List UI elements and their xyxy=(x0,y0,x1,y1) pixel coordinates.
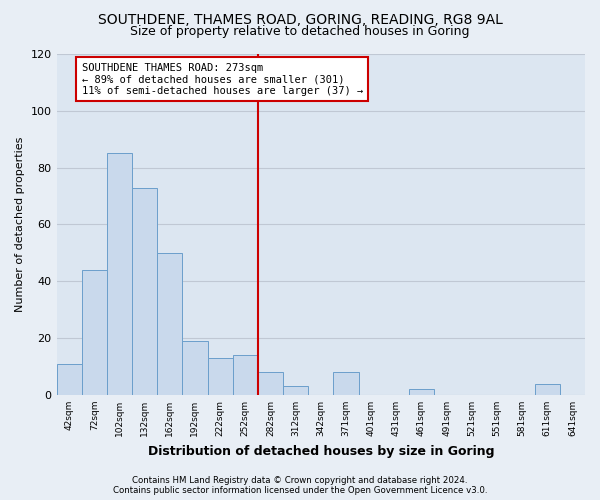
Bar xyxy=(82,270,107,395)
Bar xyxy=(208,358,233,395)
X-axis label: Distribution of detached houses by size in Goring: Distribution of detached houses by size … xyxy=(148,444,494,458)
Bar xyxy=(283,386,308,395)
Bar xyxy=(132,188,157,395)
Bar xyxy=(409,389,434,395)
Bar xyxy=(233,355,258,395)
Bar xyxy=(182,341,208,395)
Bar xyxy=(107,154,132,395)
Bar xyxy=(535,384,560,395)
Text: SOUTHDENE THAMES ROAD: 273sqm
← 89% of detached houses are smaller (301)
11% of : SOUTHDENE THAMES ROAD: 273sqm ← 89% of d… xyxy=(82,62,363,96)
Text: Contains public sector information licensed under the Open Government Licence v3: Contains public sector information licen… xyxy=(113,486,487,495)
Bar xyxy=(56,364,82,395)
Text: SOUTHDENE, THAMES ROAD, GORING, READING, RG8 9AL: SOUTHDENE, THAMES ROAD, GORING, READING,… xyxy=(98,12,502,26)
Text: Size of property relative to detached houses in Goring: Size of property relative to detached ho… xyxy=(130,25,470,38)
Text: Contains HM Land Registry data © Crown copyright and database right 2024.: Contains HM Land Registry data © Crown c… xyxy=(132,476,468,485)
Y-axis label: Number of detached properties: Number of detached properties xyxy=(15,137,25,312)
Bar xyxy=(258,372,283,395)
Bar xyxy=(334,372,359,395)
Bar xyxy=(157,253,182,395)
